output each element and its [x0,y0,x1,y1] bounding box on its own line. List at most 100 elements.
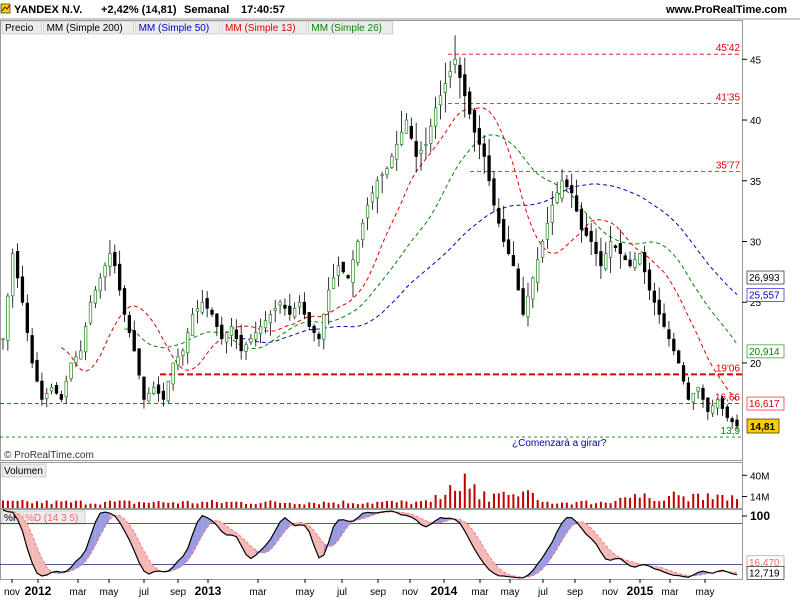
volume-bar [449,485,452,508]
price-tick-label: 25 [750,298,762,309]
candle-body [40,380,44,400]
stoch-fill [100,512,106,536]
stoch-fill [566,517,572,533]
candle-body [720,397,725,409]
volume-bar [84,504,87,508]
candle-body [463,74,467,97]
candle-body [234,329,238,340]
candle-body [137,348,141,376]
volume-bar [313,502,316,508]
volume-bar [99,504,102,508]
volume-bar [381,501,384,508]
volume-bar [512,494,515,508]
candle-body [35,360,39,382]
time-tick-label: jul [138,587,149,598]
candle-body [691,392,695,403]
candle-body [341,261,345,273]
header-bar [0,0,800,20]
stoch-fill [562,517,567,541]
candle-body [531,277,535,300]
price-change: +2,42% (14,81) [101,4,177,16]
value-tag [746,270,785,285]
trend-icon [1,4,11,12]
time-tick-label: 2013 [195,584,222,598]
stoch-fill [182,548,188,566]
stoch-k-line [2,509,738,579]
volume-label-chip [1,463,47,478]
level-label: 35'77 [716,160,741,171]
candle-body [93,289,98,304]
stoch-fill [246,541,251,559]
candle-body [142,376,146,400]
candle-body [88,301,93,324]
volume-bar [347,503,350,508]
stoch-fill [630,561,635,568]
volume-bar [653,501,656,508]
volume-bar [697,493,700,508]
volume-bar [633,494,636,508]
stoch-tag-label: 12,719 [749,568,780,579]
volume-bar [672,491,675,508]
time-tick-label: may [696,587,715,598]
volume-bar [356,504,359,508]
stoch-fill [124,518,130,540]
volume-bar [298,503,301,508]
volume-bar [11,500,14,508]
candle-body [1,338,5,341]
stoch-fill [85,536,91,562]
volume-bar [152,502,155,508]
volume-bar [366,502,369,508]
candle-body [526,295,530,318]
candle-body [254,332,258,340]
stoch-fill [314,530,319,558]
volume-bar [162,502,165,508]
value-tag [746,396,785,411]
candle-body [506,239,511,254]
stoch-fill [464,522,470,541]
volume-bar [337,504,340,508]
volume-bar [546,501,549,508]
candle-body [186,332,190,354]
volume-bar [142,502,145,508]
volume-bar [351,503,354,508]
volume-bar [478,499,481,508]
volume-bar [118,500,121,508]
candle-body [220,324,224,340]
candle-body [657,299,661,315]
candle-body [453,58,457,66]
candle-body [307,312,311,327]
volume-bar [522,491,525,508]
time-tick-label: may [100,587,119,598]
candle-body [322,314,326,340]
candle-body [171,362,175,385]
volume-bar [507,494,510,508]
candle-body [113,252,117,267]
level-label: 16,66 [715,393,740,404]
candle-body [438,95,443,106]
time-tick-label: jul [537,587,548,598]
stoch-fill [416,515,422,525]
stoch-fill [105,512,110,527]
candle-body [20,276,25,303]
candle-body [599,251,603,267]
stoch-tag-label: 16,470 [749,558,780,569]
volume-bar [677,495,680,508]
time-tick-label: mar [661,587,679,598]
volume-bar [303,504,306,508]
stoch-fill [216,520,222,532]
candle-body [346,275,350,279]
stoch-fill [129,524,135,551]
candle-body [15,251,20,279]
candle-body [672,338,676,352]
volume-bar [429,501,432,508]
candle-body [64,380,68,398]
volume-bar [580,500,583,508]
time-tick-label: sep [170,587,187,598]
candle-body [540,241,545,258]
volume-bar [342,500,345,508]
stoch-fill [231,529,237,537]
volume-bar [488,501,491,508]
candle-body [404,119,409,134]
volume-bar [643,493,646,508]
